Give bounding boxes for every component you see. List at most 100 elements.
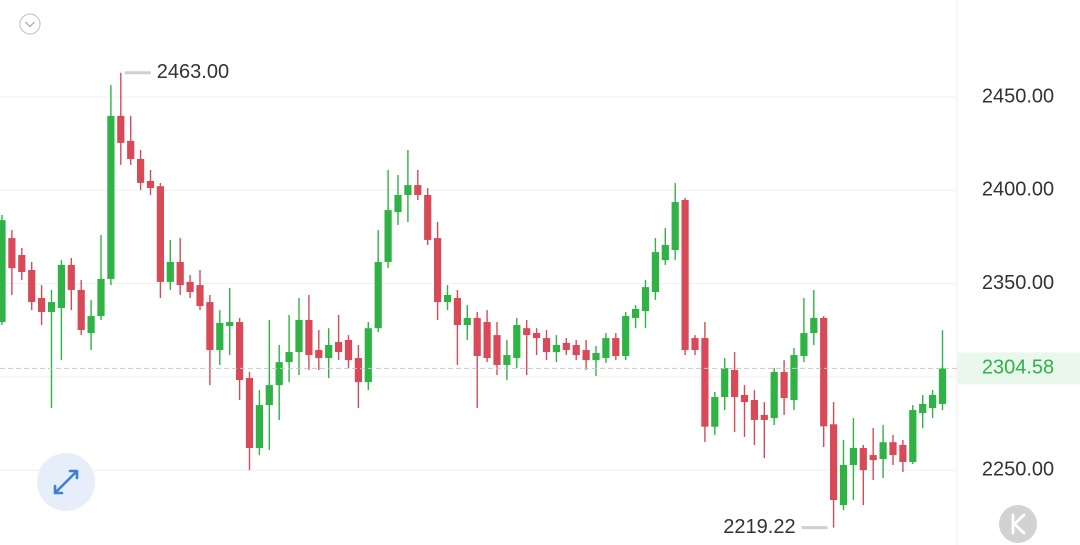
candle-body xyxy=(28,269,36,303)
candle-body xyxy=(285,352,293,363)
candle-body xyxy=(542,338,551,353)
candle-body xyxy=(899,444,907,462)
candle-body xyxy=(533,333,541,339)
candle-body xyxy=(572,344,580,356)
candle-body xyxy=(483,322,491,359)
candle-body xyxy=(919,403,927,414)
candle-body xyxy=(18,255,26,273)
candle-body xyxy=(38,297,46,312)
candle-body xyxy=(463,317,471,326)
candle-body xyxy=(245,378,254,448)
candle-body xyxy=(137,158,145,183)
y-tick-label: 2350.00 xyxy=(982,272,1054,294)
candle-body xyxy=(176,261,184,286)
labels-layer: 2250.00 2350.00 2400.00 2450.00 2304.58 2463.… xyxy=(0,61,1080,538)
candle-body xyxy=(889,442,897,456)
candle-body xyxy=(206,302,214,351)
candle-body xyxy=(344,339,353,361)
candle-body xyxy=(839,464,848,506)
candle-body xyxy=(800,333,808,356)
candle-body xyxy=(859,447,867,471)
candle-body xyxy=(275,362,283,386)
candle-body xyxy=(325,344,333,359)
y-tick-label: 2450.00 xyxy=(982,85,1054,107)
candle-body xyxy=(780,372,788,398)
kline-icon xyxy=(1011,513,1026,535)
candle-body xyxy=(424,194,432,240)
candle-body xyxy=(354,358,362,383)
candle-body xyxy=(641,287,650,312)
candle-body xyxy=(8,238,16,269)
candle-body xyxy=(929,394,937,409)
candle-body xyxy=(107,115,115,279)
candle-body xyxy=(77,289,85,331)
candle-body xyxy=(830,424,838,501)
candle-body xyxy=(612,338,620,356)
candle-body xyxy=(117,115,125,143)
candle-body xyxy=(592,353,600,361)
candle-body xyxy=(622,316,630,356)
candle-body xyxy=(711,397,719,427)
candle-body xyxy=(57,264,65,309)
candle-body xyxy=(513,325,521,359)
expand-button[interactable] xyxy=(37,453,95,511)
candle-body xyxy=(47,302,56,312)
candle-body xyxy=(0,220,6,323)
grid-layer xyxy=(0,96,955,471)
collapse-chevron xyxy=(25,21,35,28)
candle-body xyxy=(156,186,164,282)
candle-body xyxy=(265,385,273,406)
candle-body xyxy=(127,140,135,159)
last-price-bg xyxy=(958,352,1080,385)
high-marker-label: 2463.00 xyxy=(157,61,229,83)
candle-body xyxy=(453,297,461,326)
candle-body xyxy=(770,372,778,419)
last-price-label: 2304.58 xyxy=(982,357,1054,379)
candle-body xyxy=(661,244,669,261)
candle-body xyxy=(790,355,798,401)
candle-body xyxy=(166,261,174,282)
candle-body xyxy=(869,455,877,461)
candle-body xyxy=(394,194,402,213)
candle-body xyxy=(671,202,679,251)
candle-body xyxy=(364,328,372,383)
low-marker-label: 2219.22 xyxy=(723,516,795,538)
candle-body xyxy=(750,400,758,420)
candle-body xyxy=(909,410,917,462)
candle-body xyxy=(216,322,224,351)
candle-body xyxy=(681,200,689,351)
candle-body xyxy=(226,322,234,326)
candle-body xyxy=(632,308,640,318)
kline-bg xyxy=(999,505,1037,543)
candle-body xyxy=(721,368,729,398)
y-tick-label: 2250.00 xyxy=(982,458,1054,480)
candle-body xyxy=(651,252,659,292)
candle-body xyxy=(196,285,204,306)
candle-body xyxy=(740,394,749,403)
candle-body xyxy=(443,294,452,303)
candle-body xyxy=(701,338,709,427)
candle-body xyxy=(820,317,828,427)
candle-body xyxy=(731,369,739,398)
candle-body xyxy=(473,317,481,356)
candle-body xyxy=(582,350,590,361)
candle-body xyxy=(146,180,155,189)
kline-button[interactable] xyxy=(999,505,1037,543)
candle-body xyxy=(810,317,818,334)
candles-layer xyxy=(0,72,947,528)
collapse-circle xyxy=(19,13,41,35)
candle-body xyxy=(849,447,857,465)
candle-body xyxy=(67,264,75,290)
candle-body xyxy=(691,338,699,351)
candle-body xyxy=(523,328,531,336)
candle-body xyxy=(552,344,560,353)
candle-body xyxy=(404,185,412,195)
candle-body xyxy=(602,338,610,359)
candle-body xyxy=(414,185,422,195)
candle-body xyxy=(760,414,768,420)
candle-body xyxy=(374,261,382,329)
y-tick-label: 2400.00 xyxy=(982,179,1054,201)
candle-body xyxy=(434,238,442,303)
candle-body xyxy=(97,278,105,317)
collapse-button[interactable] xyxy=(19,13,41,35)
